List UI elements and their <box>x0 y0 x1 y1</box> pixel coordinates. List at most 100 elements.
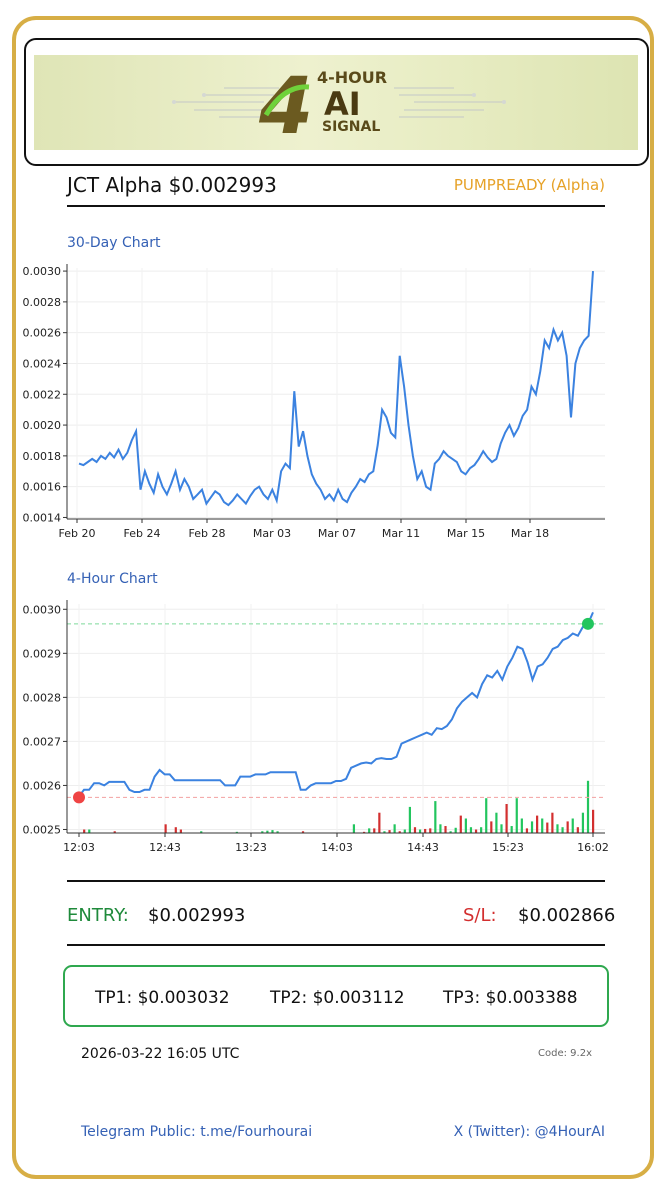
entry-value: $0.002993 <box>148 905 246 926</box>
volume-bar <box>464 818 467 833</box>
x-tick-label: Mar 07 <box>318 527 356 540</box>
volume-bar <box>235 831 238 833</box>
timestamp: 2026-03-22 16:05 UTC <box>81 1046 240 1062</box>
volume-bar <box>439 824 442 833</box>
volume-bar <box>301 831 305 833</box>
volume-bar <box>398 831 401 833</box>
signal-card <box>12 16 654 1179</box>
volume-bar <box>271 830 274 833</box>
logo-mark: AI <box>324 85 361 123</box>
y-tick-label: 0.0027 <box>23 735 62 748</box>
divider-bottom <box>67 944 605 946</box>
y-tick-label: 0.0030 <box>23 265 62 278</box>
x-tick-label: 15:23 <box>492 841 524 854</box>
volume-bar <box>276 831 279 833</box>
chart-4h: 0.0025 0.0026 0.0027 0.0028 0.0029 0.0030 12:0… <box>23 600 609 854</box>
volume-bar <box>520 818 523 833</box>
entry-dot <box>581 617 594 630</box>
telegram-link[interactable]: Telegram Public: t.me/Fourhourai <box>81 1124 313 1140</box>
y-tick-label: 0.0028 <box>23 296 62 309</box>
x-tick-label: 12:03 <box>63 841 95 854</box>
targets-box: TP1: $0.003032 TP2: $0.003112 TP3: $0.00… <box>63 965 609 1027</box>
volume-bar <box>362 831 366 833</box>
volume-bar <box>556 824 559 833</box>
y-tick-label: 0.0028 <box>23 691 62 704</box>
x-tick-label: Mar 11 <box>382 527 420 540</box>
y-tick-label: 0.0025 <box>23 823 62 836</box>
volume-bar <box>164 824 167 833</box>
volume-bar <box>429 828 432 833</box>
pair-title: JCT Alpha $0.002993 <box>67 173 277 197</box>
chart-30d: 0.0014 0.0016 0.0018 0.0020 0.0022 0.0024 0.00… <box>23 264 605 540</box>
stop-dot <box>73 791 85 804</box>
volume-bar <box>592 809 595 833</box>
volume-bar <box>424 828 427 833</box>
volume-bar <box>113 831 116 833</box>
chart-4h-title: 4-Hour Chart <box>67 571 158 587</box>
y-tick-label: 0.0024 <box>23 357 62 370</box>
x-tick-label: 12:43 <box>149 841 181 854</box>
volume-bar <box>413 827 417 833</box>
volume-bar <box>500 824 503 833</box>
logo-line2: SIGNAL <box>322 119 380 135</box>
price-line <box>78 611 594 798</box>
x-tick-label: Mar 03 <box>253 527 291 540</box>
volume-bar <box>174 827 177 833</box>
volume-bar <box>515 798 518 833</box>
volume-bar <box>383 831 386 833</box>
x-tick-label: 13:23 <box>235 841 267 854</box>
title-row: JCT Alpha $0.002993 PUMPREADY (Alpha) <box>67 171 605 207</box>
logo-art: 4 4-HOUR AI SIGNAL <box>172 62 506 150</box>
volume-bar <box>541 818 544 833</box>
y-tick-label: 0.0018 <box>23 450 62 463</box>
x-tick-label: 16:02 <box>577 841 609 854</box>
volume-bar <box>200 831 203 833</box>
volume-bar <box>581 812 585 833</box>
y-tick-label: 0.0026 <box>23 779 62 792</box>
code-label: Code: 9.2x <box>538 1048 592 1059</box>
volume-bar <box>536 815 539 833</box>
x-tick-label: 14:03 <box>321 841 353 854</box>
volume-bar <box>459 815 462 833</box>
sl-label: S/L: <box>463 905 497 926</box>
volume-bar <box>530 821 534 833</box>
volume-bar <box>525 828 529 833</box>
volume-bar <box>561 827 564 833</box>
volume-bar <box>261 831 264 833</box>
twitter-link[interactable]: X (Twitter): @4HourAI <box>453 1124 605 1140</box>
volume-bar <box>378 812 381 833</box>
volume-bar <box>393 824 396 833</box>
logo-line1: 4-HOUR <box>317 68 387 87</box>
volume-bar <box>83 829 86 833</box>
volume-bar <box>179 829 182 833</box>
volume-bar <box>418 829 422 833</box>
y-tick-label: 0.0014 <box>23 511 62 524</box>
volume-bar <box>469 827 473 833</box>
y-tick-label: 0.0029 <box>23 647 62 660</box>
banner: 4 4-HOUR AI SIGNAL <box>34 55 638 150</box>
y-tick-label: 0.0022 <box>23 388 62 401</box>
tp2: TP2: $0.003112 <box>270 988 405 1008</box>
x-tick-label: Mar 15 <box>447 527 485 540</box>
volume-bar <box>388 830 391 833</box>
logo-four: 4 <box>258 62 313 150</box>
volume-bar <box>546 822 549 833</box>
price-line <box>78 271 594 507</box>
x-tick-label: Feb 28 <box>189 527 226 540</box>
volume-bar <box>566 821 569 833</box>
volume-bar <box>373 828 376 833</box>
volume-bar <box>480 827 483 833</box>
tp1: TP1: $0.003032 <box>95 988 230 1008</box>
volume-bar <box>490 821 493 833</box>
sl-value: $0.002866 <box>518 905 616 926</box>
volume-bar <box>485 798 488 833</box>
y-tick-label: 0.0016 <box>23 481 62 494</box>
volume-bar <box>368 828 371 833</box>
divider-top <box>67 880 605 882</box>
volume-bar <box>266 830 269 833</box>
x-tick-label: Mar 18 <box>511 527 549 540</box>
volume-bar <box>495 812 498 833</box>
y-tick-label: 0.0026 <box>23 327 62 340</box>
volume-bar <box>444 826 447 833</box>
chart-30d-title: 30-Day Chart <box>67 235 161 251</box>
